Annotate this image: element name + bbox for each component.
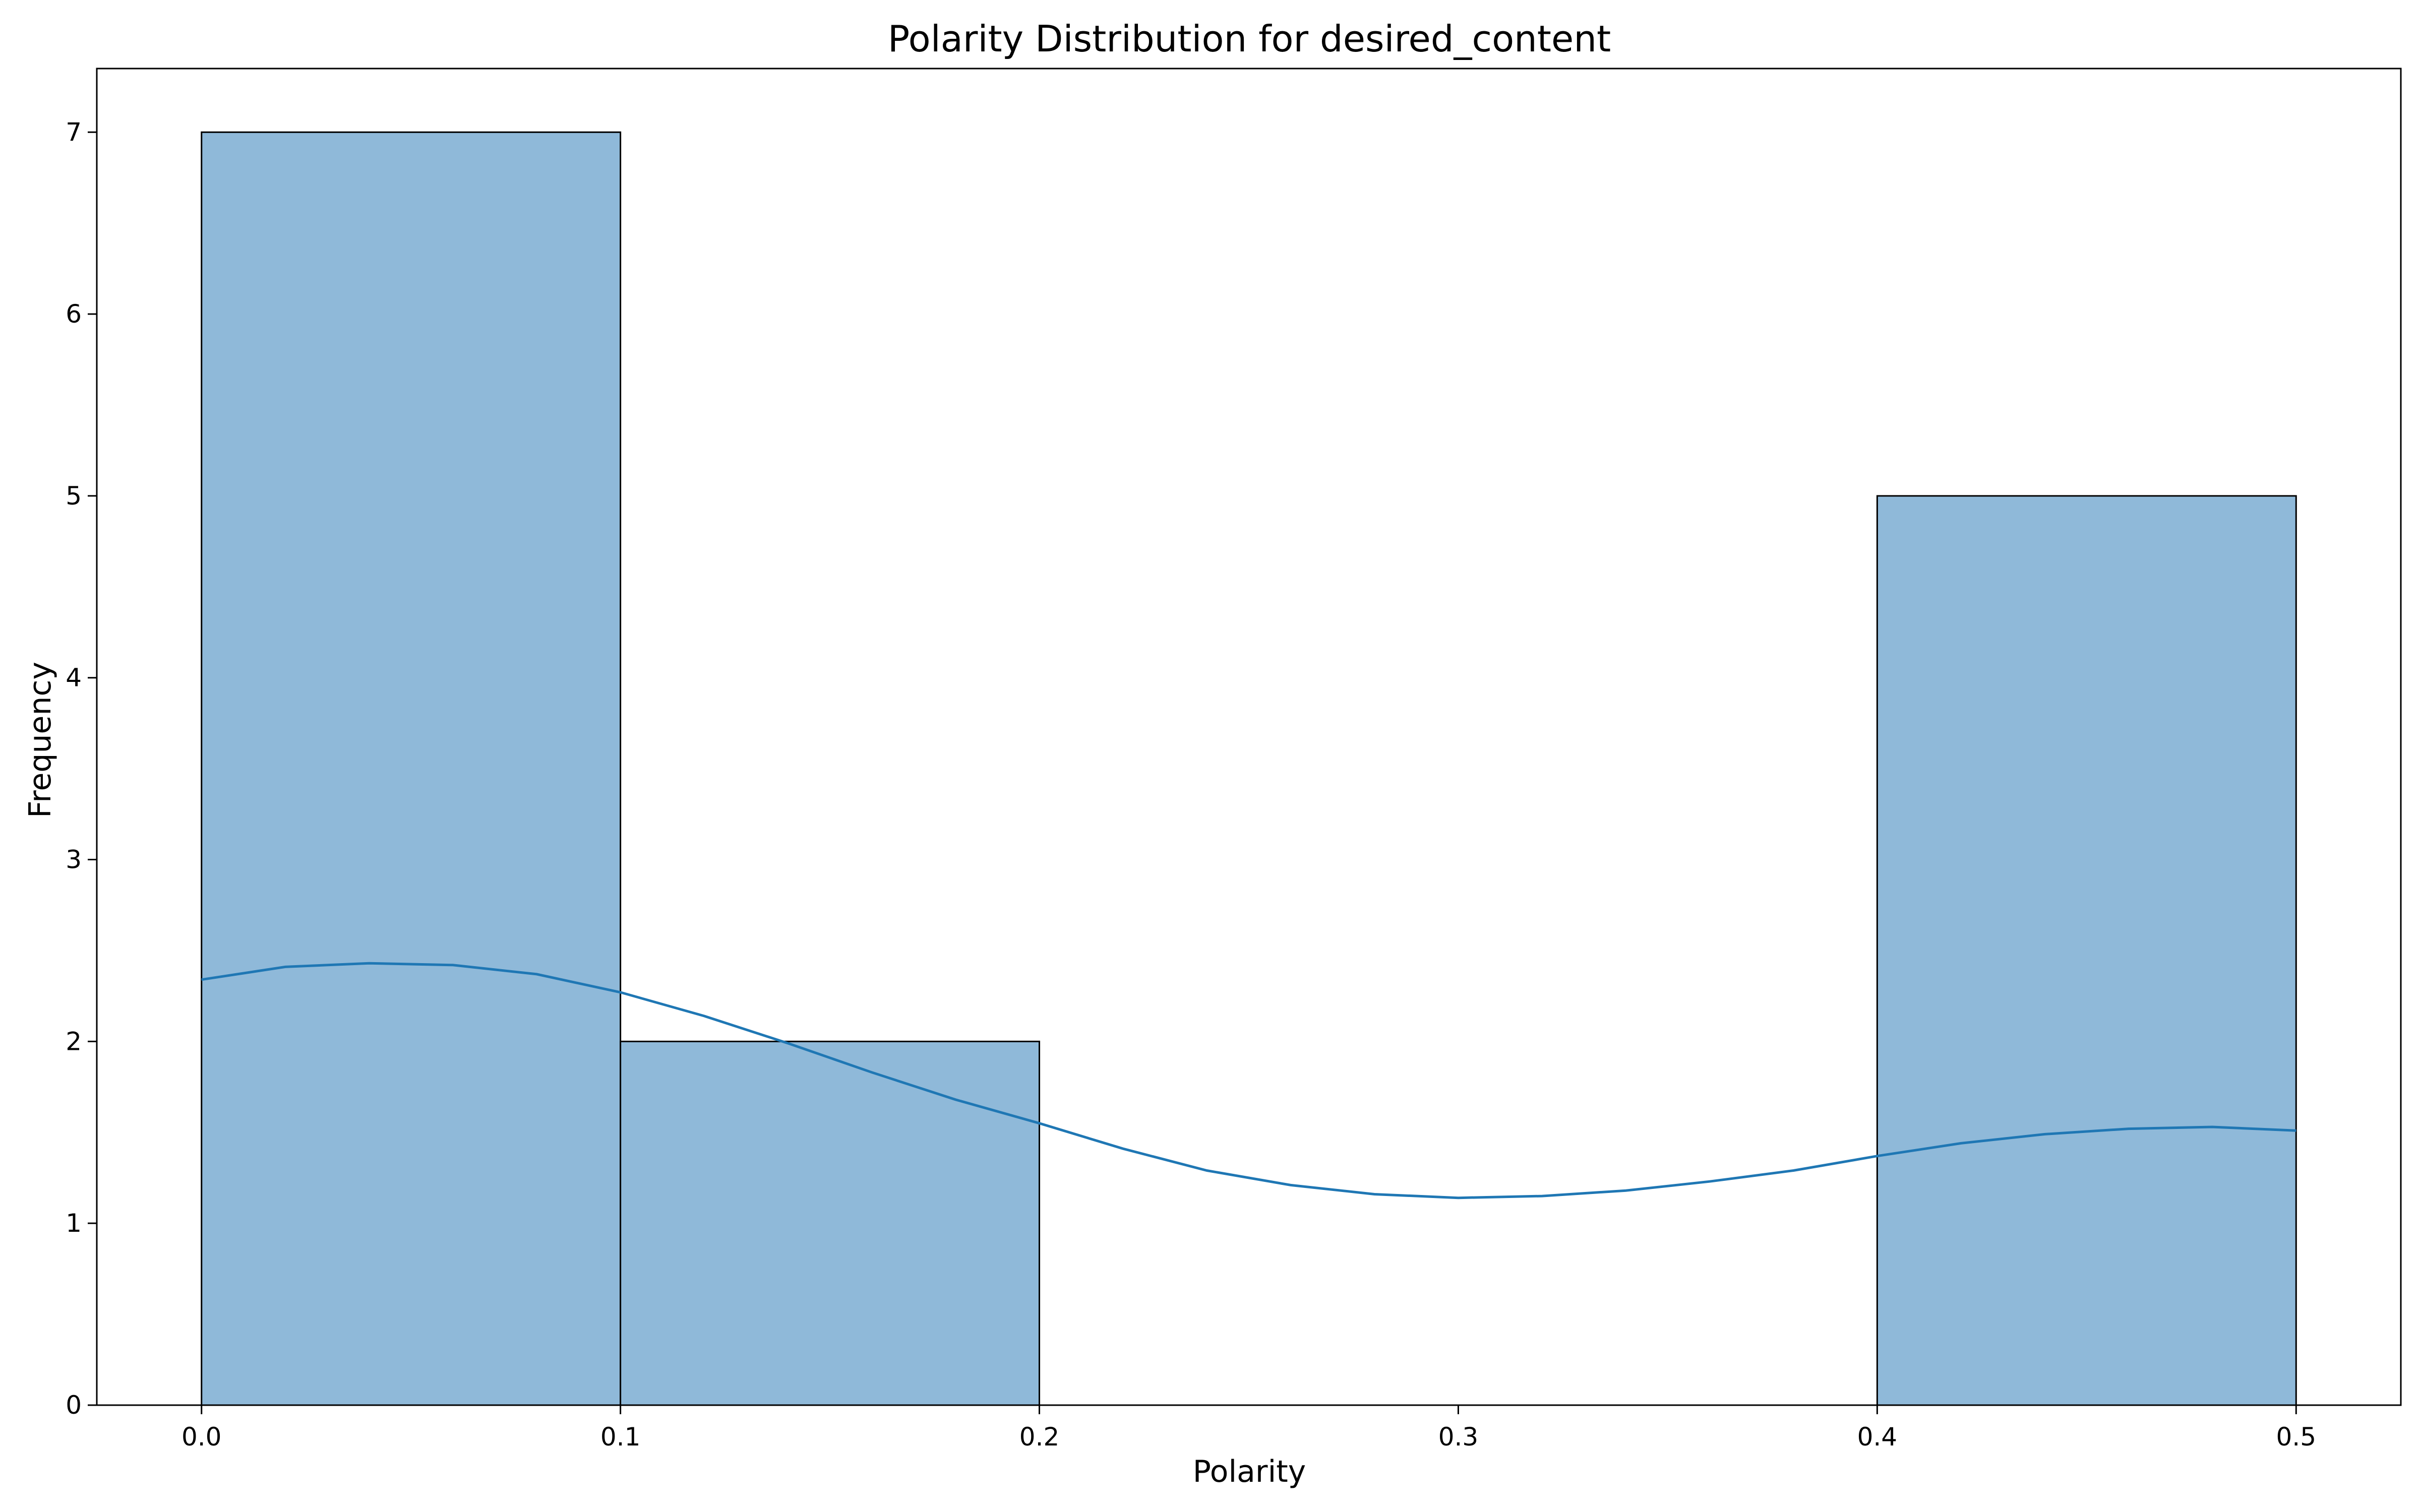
y-axis-ticks: 0 1 2 3 4 5 6 7 xyxy=(66,117,97,1420)
histogram-bars xyxy=(201,131,2297,1406)
plot-frame xyxy=(96,68,2402,1406)
y-tick-label: 3 xyxy=(66,845,82,874)
histogram-bar-1 xyxy=(620,1040,1041,1406)
y-tick-label: 0 xyxy=(66,1391,82,1420)
x-tick-label: 0.2 xyxy=(1019,1422,1060,1452)
chart-title: Polarity Distribution for desired_conten… xyxy=(888,18,1611,60)
histogram-bar-4 xyxy=(1876,495,2297,1406)
x-tick-label: 0.1 xyxy=(600,1422,641,1452)
x-axis-label: Polarity xyxy=(1193,1454,1306,1489)
histogram-bar-0 xyxy=(201,131,622,1406)
y-tick-label: 5 xyxy=(66,481,82,511)
x-axis-ticks: 0.0 0.1 0.2 0.3 0.4 0.5 xyxy=(182,1405,2316,1452)
x-tick-label: 0.5 xyxy=(2276,1422,2317,1452)
x-tick-label: 0.0 xyxy=(182,1422,222,1452)
x-tick-label: 0.4 xyxy=(1857,1422,1898,1452)
y-tick-label: 4 xyxy=(66,663,82,692)
y-tick-label: 7 xyxy=(66,117,82,147)
y-tick-label: 1 xyxy=(66,1209,82,1238)
y-tick-label: 2 xyxy=(66,1027,82,1056)
y-axis-label: Frequency xyxy=(23,662,58,818)
y-tick-label: 6 xyxy=(66,299,82,329)
kde-curve xyxy=(201,962,2296,1200)
x-tick-label: 0.3 xyxy=(1438,1422,1479,1452)
